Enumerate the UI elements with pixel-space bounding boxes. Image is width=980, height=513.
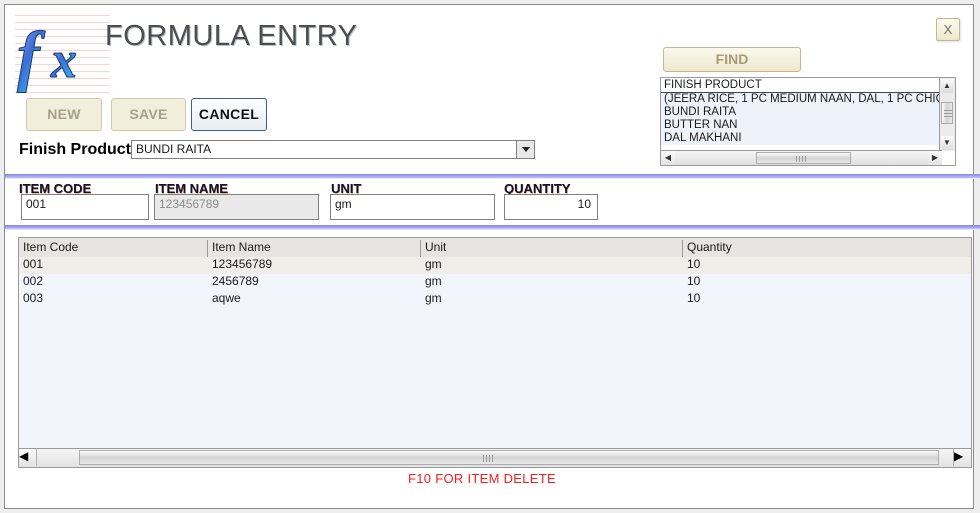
svg-text:x: x: [50, 32, 77, 89]
svg-text:f: f: [17, 17, 46, 93]
